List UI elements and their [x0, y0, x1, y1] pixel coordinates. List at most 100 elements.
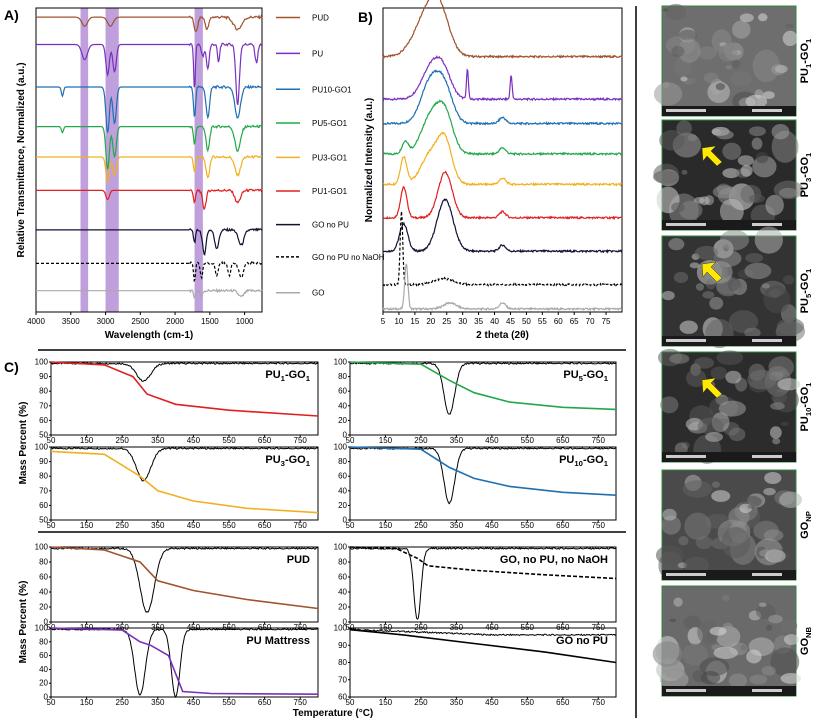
- sem-info-bar: [662, 106, 796, 116]
- label-part: GO, no PU, no NaOH: [500, 554, 608, 566]
- tga-y-tick-label: 50: [39, 516, 48, 525]
- sem-particle-texture: [755, 152, 769, 164]
- label-part: 1: [306, 459, 311, 468]
- tga-y-tick-label: 20: [39, 603, 48, 612]
- sem-particle-texture: [705, 432, 723, 442]
- tga-y-tick-label: 90: [39, 372, 48, 381]
- sem-particle-texture: [777, 378, 801, 391]
- ftir-legend-label: GO no PU: [312, 221, 349, 230]
- sem-scale-bar: [752, 339, 782, 342]
- sem-particle-texture: [719, 229, 750, 251]
- label-part: -GO: [799, 386, 811, 407]
- tga-y-tick-label: 20: [39, 679, 48, 688]
- ftir-x-tick-label: 1000: [236, 317, 254, 326]
- tga-x-tick-label: 150: [379, 521, 393, 530]
- tga-x-tick-label: 250: [116, 521, 130, 530]
- sem-particle-texture: [652, 641, 683, 667]
- tga-x-tick-label: 650: [258, 436, 272, 445]
- sem-scale-bar: [752, 223, 782, 226]
- sem-particle-texture: [763, 285, 791, 314]
- label-part: -GO: [583, 369, 604, 381]
- sem-particle-texture: [718, 43, 738, 62]
- sem-particle-texture: [684, 512, 712, 540]
- sem-particle-texture: [755, 603, 776, 620]
- sem-particle-texture: [780, 673, 801, 684]
- sem-particle-texture: [664, 668, 686, 679]
- sem-particle-texture: [661, 290, 675, 301]
- tga-x-tick-label: 150: [379, 436, 393, 445]
- tga-x-tick-label: 450: [485, 521, 499, 530]
- tga-x-tick-label: 250: [414, 521, 428, 530]
- tga-x-tick-label: 550: [222, 698, 236, 707]
- sem-particle-texture: [745, 94, 768, 109]
- tga-x-tick-label: 550: [222, 521, 236, 530]
- label-part: GO: [799, 521, 811, 539]
- sem-particle-texture: [678, 200, 703, 220]
- sem-particle-texture: [660, 396, 679, 414]
- tga-x-tick-label: 150: [379, 698, 393, 707]
- tga-y-tick-label: 80: [39, 387, 48, 396]
- xrd-series-line: [382, 131, 623, 187]
- label-part: PU: [799, 298, 811, 313]
- sem-particle-texture: [687, 134, 698, 142]
- tga-mass-line: [349, 446, 617, 496]
- tga-y-tick-label: 90: [338, 641, 347, 650]
- xrd-x-tick-label: 70: [586, 317, 595, 326]
- sem-scale-bar: [752, 455, 782, 458]
- sem-particle-texture: [709, 296, 724, 310]
- sem-particle-texture: [784, 634, 799, 645]
- ftir-x-tick-label: 2000: [166, 317, 184, 326]
- sem-particle-texture: [699, 196, 710, 206]
- label-part: GO no PU: [556, 635, 608, 647]
- sem-particle-texture: [764, 472, 782, 485]
- sem-particle-texture: [671, 45, 685, 57]
- tga-x-tick-label: 50: [47, 521, 56, 530]
- xrd-x-tick-label: 5: [381, 317, 386, 326]
- tga-y-tick-label: 100: [334, 443, 348, 452]
- ftir-plot-frame: [35, 7, 263, 313]
- sem-particle-texture: [772, 437, 781, 445]
- sem-particle-texture: [782, 275, 795, 285]
- sem-particle-texture: [722, 168, 740, 179]
- tga-subplot-frame: [50, 546, 319, 623]
- sem-particle-texture: [744, 262, 772, 280]
- sem-particle-texture: [745, 253, 764, 263]
- tga-y-tick-label: 20: [338, 416, 347, 425]
- xrd-y-axis-title: Normalized Intensity (a.u.): [364, 98, 375, 222]
- tga-y-tick-label: 80: [338, 658, 347, 667]
- sem-info-text-block: [666, 455, 706, 458]
- tga-x-tick-label: 550: [521, 436, 535, 445]
- sem-particle-texture: [725, 370, 742, 384]
- sem-info-text-block: [666, 223, 706, 226]
- sem-particle-texture: [684, 556, 710, 575]
- ftir-legend-label: PU10-GO1: [312, 85, 352, 94]
- sem-particle-texture: [725, 65, 733, 70]
- tga-subplot-title: GO, no PU, no NaOH: [500, 554, 608, 566]
- tga-y-tick-label: 80: [39, 472, 48, 481]
- tga-y-tick-label: 80: [39, 637, 48, 646]
- tga-y-tick-label: 0: [44, 618, 49, 627]
- tga-x-tick-label: 450: [485, 698, 499, 707]
- sem-particle-texture: [665, 3, 687, 21]
- sem-particle-texture: [679, 320, 698, 334]
- sem-particle-texture: [678, 535, 689, 546]
- sem-particle-texture: [782, 30, 798, 47]
- tga-y-tick-label: 0: [343, 516, 348, 525]
- tga-y-tick-label: 0: [343, 431, 348, 440]
- tga-y-tick-label: 60: [39, 651, 48, 660]
- label-part: PU: [265, 369, 280, 381]
- tga-y-tick-label: 40: [39, 588, 48, 597]
- tga-x-tick-label: 150: [80, 698, 94, 707]
- sem-particle-texture: [652, 170, 680, 184]
- xrd-x-tick-label: 20: [426, 317, 435, 326]
- label-part: 1: [604, 374, 609, 383]
- sem-particle-texture: [710, 366, 728, 380]
- sem-particle-texture: [669, 353, 690, 364]
- sem-particle-texture: [676, 120, 692, 137]
- tga-x-tick-label: 750: [592, 698, 606, 707]
- sem-particle-texture: [771, 123, 790, 140]
- xrd-x-tick-label: 25: [442, 317, 451, 326]
- sem-particle-texture: [702, 291, 715, 299]
- sem-yellow-arrow: [701, 145, 723, 167]
- tga-derivative-line: [50, 446, 319, 482]
